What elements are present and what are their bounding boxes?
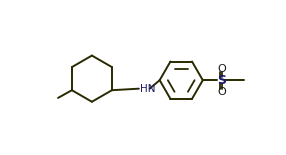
Text: S: S [217,74,226,87]
Text: O: O [217,87,226,97]
Text: O: O [217,64,226,74]
Text: HN: HN [140,84,155,94]
